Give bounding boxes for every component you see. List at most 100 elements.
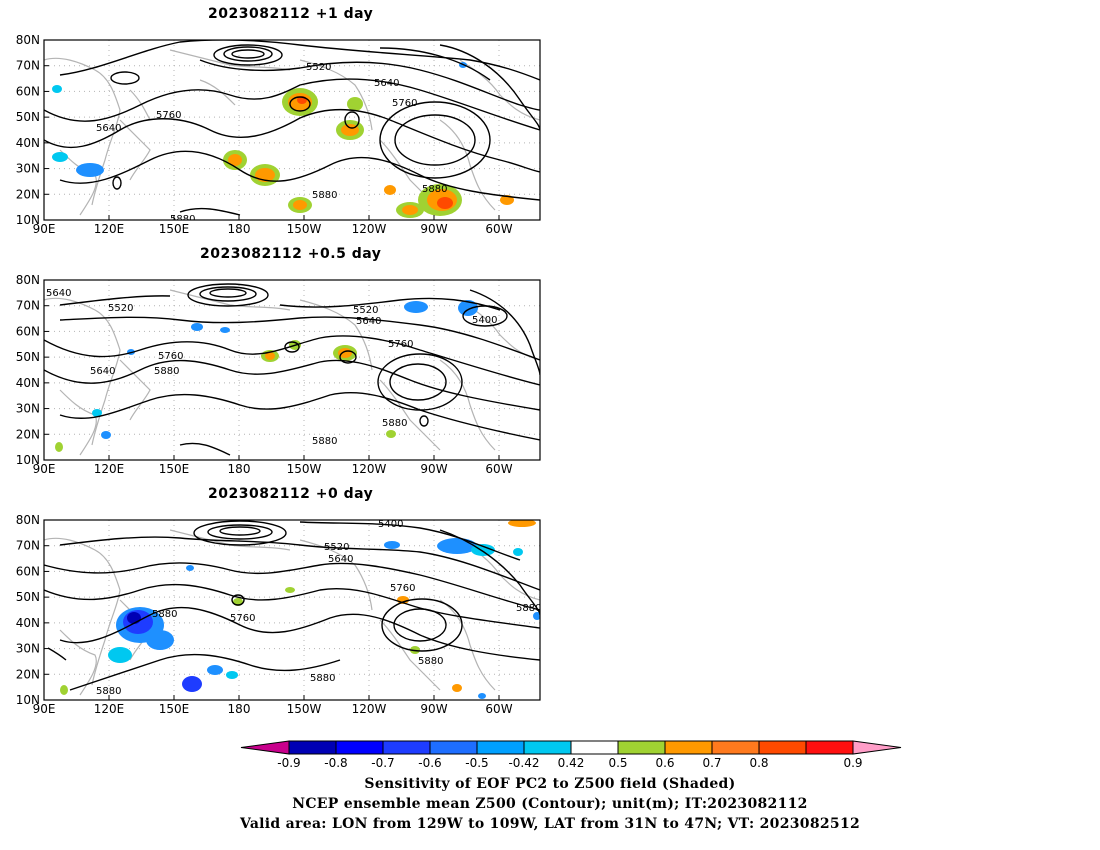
colorbar [240,740,902,755]
latitude-tick-label: 20N [16,187,40,201]
gridlines [44,280,540,460]
latitude-tick-label: 60N [16,324,40,338]
latitude-tick-label: 70N [16,539,40,553]
longitude-tick-label: 60W [485,222,512,236]
longitude-tick-label: 150E [159,462,190,476]
latitude-tick-label: 60N [16,84,40,98]
contour-label: 5880 [418,656,443,667]
panel-3-title: 2023082112 +0 day [208,486,374,502]
sensitivity-shading [52,62,514,218]
contour-label: 5400 [472,315,497,326]
colorbar-segment [382,740,431,755]
contour-label: 5880 [154,366,179,377]
z500-contours [44,520,540,691]
contour-label: 5880 [312,190,337,201]
longitude-tick-label: 150E [159,222,190,236]
colorbar-tick-label: 0.5 [608,756,628,770]
sensitivity-shading [55,300,478,452]
latitude-tick-label: 70N [16,299,40,313]
longitude-tick-label: 90W [420,702,447,716]
colorbar-tick-label: 0.7 [702,756,722,770]
contour-label: 5640 [96,123,121,134]
map-frame [43,279,541,461]
colorbar-tick-label: 0.9 [843,756,863,770]
colorbar-tick-label: -0.8 [324,756,348,770]
contour-label: 5640 [374,78,399,89]
contour-label: 5520 [108,303,133,314]
contour-label: 5880 [96,686,121,697]
panel-2-title: 2023082112 +0.5 day [200,246,382,262]
contour-labels: 5520 5640 5760 5640 5760 5880 5880 5880 [96,62,447,220]
longitude-tick-label: 120W [352,222,387,236]
colorbar-segment [476,740,525,755]
contour-label: 5640 [46,288,71,299]
colorbar-segment [711,740,760,755]
colorbar-tick-label: 0.42 [557,756,585,770]
contour-label: 5880 [312,436,337,447]
contour-label: 5760 [230,613,255,624]
gridlines [44,520,540,700]
sensitivity-shading [60,520,540,699]
colorbar-segment [805,740,854,755]
latitude-tick-label: 50N [16,350,40,364]
colorbar-segment [570,740,619,755]
contour-labels: 5640 5520 5520 5640 5400 5760 5760 5640 … [46,288,497,447]
latitude-tick-label: 40N [16,616,40,630]
colorbar-segment [523,740,572,755]
longitude-tick-label: 90W [420,222,447,236]
longitude-tick-label: 180 [228,702,251,716]
contour-label: 5640 [328,554,353,565]
latitude-tick-label: 10N [16,693,40,707]
contour-label: 5760 [156,110,181,121]
contour-label: 5520 [353,305,378,316]
longitude-tick-label: 180 [228,462,251,476]
longitude-tick-label: 150W [287,702,322,716]
contour-labels: 5400 5520 5640 5760 5880 5880 5760 5880 … [96,519,541,697]
z500-contours [44,283,540,456]
colorbar-tick-label: -0.5 [465,756,489,770]
latitude-tick-label: 80N [16,33,40,47]
contour-label: 5400 [378,519,403,530]
latitude-tick-label: 30N [16,642,40,656]
contour-label: 5880 [422,184,447,195]
latitude-tick-label: 50N [16,110,40,124]
colorbar-low-arrow [240,740,290,755]
longitude-tick-label: 90E [33,462,56,476]
panel-3-map: 5400 5520 5640 5760 5880 5880 5760 5880 … [43,519,541,701]
panel-2-map: 5640 5520 5520 5640 5400 5760 5760 5640 … [43,279,541,461]
contour-label: 5880 [516,603,541,614]
colorbar-tick-label: -0.7 [371,756,395,770]
longitude-tick-label: 90E [33,702,56,716]
contour-label: 5880 [310,673,335,684]
map-frame [43,39,541,221]
contour-label: 5760 [388,339,413,350]
contour-label: 5520 [324,542,349,553]
colorbar-segment [758,740,807,755]
caption-line-1: Sensitivity of EOF PC2 to Z500 field (Sh… [364,776,736,792]
longitude-tick-label: 90E [33,222,56,236]
latitude-tick-label: 40N [16,376,40,390]
colorbar-high-arrow [852,740,902,755]
contour-label: 5880 [152,609,177,620]
map-frame [43,519,541,701]
contour-label: 5760 [158,351,183,362]
colorbar-segment [429,740,478,755]
colorbar-tick-label: -0.6 [418,756,442,770]
caption-line-3: Valid area: LON from 129W to 109W, LAT f… [239,816,861,832]
longitude-tick-label: 120E [94,462,125,476]
contour-label: 5520 [306,62,331,73]
colorbar-segment [335,740,384,755]
colorbar-tick-label: -0.42 [508,756,540,770]
latitude-tick-label: 80N [16,513,40,527]
z500-contours [44,40,540,216]
panel-1-map: 5520 5640 5760 5640 5760 5880 5880 5880 [43,39,541,221]
caption-line-2: NCEP ensemble mean Z500 (Contour); unit(… [292,796,808,812]
latitude-tick-label: 20N [16,667,40,681]
longitude-tick-label: 60W [485,462,512,476]
colorbar-tick-label: -0.9 [277,756,301,770]
latitude-tick-label: 30N [16,402,40,416]
latitude-tick-label: 80N [16,273,40,287]
colorbar-segment [288,740,337,755]
